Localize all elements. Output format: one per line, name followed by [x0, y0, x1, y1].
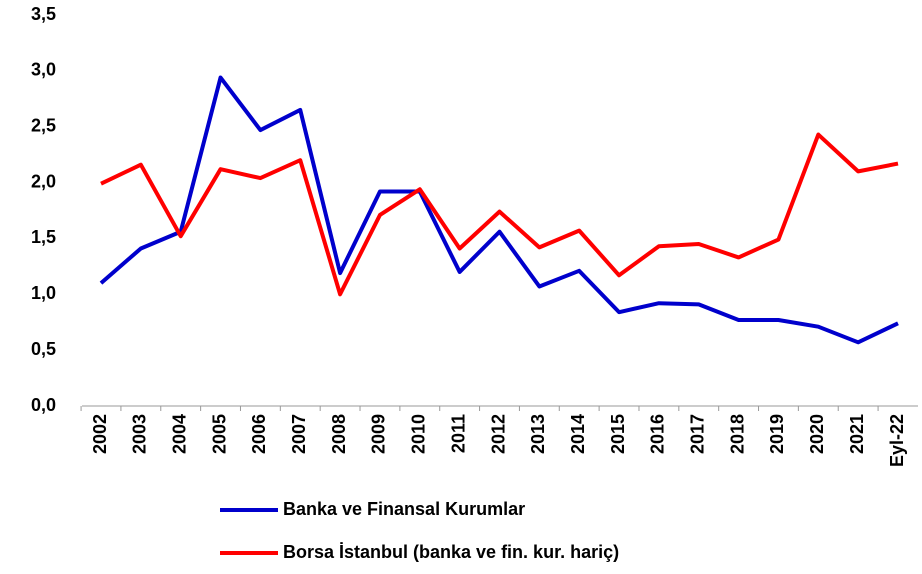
x-tick-label: 2013 [528, 414, 548, 454]
x-tick-label: 2005 [209, 414, 229, 454]
x-tick-label: 2009 [369, 414, 389, 454]
x-tick-label: 2016 [648, 414, 668, 454]
x-tick-label: 2020 [807, 414, 827, 454]
x-tick-label: 2008 [329, 414, 349, 454]
y-tick-label: 2,5 [31, 115, 56, 135]
x-tick-label: 2014 [568, 414, 588, 454]
y-tick-label: 0,5 [31, 339, 56, 359]
x-tick-label: 2015 [608, 414, 628, 454]
x-tick-label: 2019 [767, 414, 787, 454]
x-tick-label: 2010 [409, 414, 429, 454]
series-line [100, 132, 899, 297]
x-tick-label: 2017 [688, 414, 708, 454]
legend-label: Borsa İstanbul (banka ve fin. kur. hariç… [283, 542, 619, 562]
x-tick-label: 2012 [488, 414, 508, 454]
y-tick-label: 3,0 [31, 60, 56, 80]
x-tick-label: 2021 [847, 414, 867, 454]
y-tick-label: 3,5 [31, 4, 56, 24]
y-tick-label: 0,0 [31, 395, 56, 415]
y-tick-label: 1,0 [31, 283, 56, 303]
x-tick-label: 2007 [289, 414, 309, 454]
x-tick-label: 2004 [169, 414, 189, 454]
legend-label: Banka ve Finansal Kurumlar [283, 499, 525, 519]
y-tick-label: 1,5 [31, 227, 56, 247]
y-tick-label: 2,0 [31, 171, 56, 191]
x-tick-label: 2011 [448, 414, 468, 453]
x-tick-label: 2018 [727, 414, 747, 454]
x-tick-label: Eyl-22 [887, 414, 907, 467]
series-line [99, 75, 899, 345]
x-tick-label: 2006 [249, 414, 269, 454]
x-tick-label: 2003 [130, 414, 150, 454]
x-tick-label: 2002 [90, 414, 110, 454]
